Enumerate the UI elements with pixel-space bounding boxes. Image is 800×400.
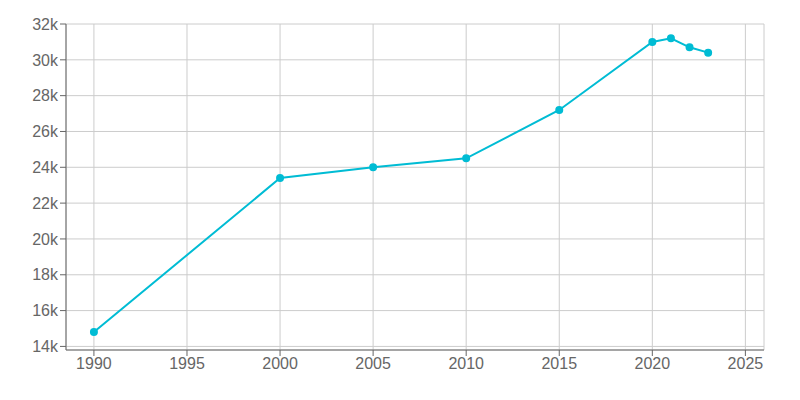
svg-text:28k: 28k [32, 87, 59, 104]
svg-text:22k: 22k [32, 195, 59, 212]
svg-text:1995: 1995 [169, 355, 205, 372]
svg-text:26k: 26k [32, 123, 59, 140]
svg-text:2010: 2010 [448, 355, 484, 372]
svg-text:32k: 32k [32, 16, 59, 33]
svg-text:30k: 30k [32, 52, 59, 69]
svg-text:2015: 2015 [541, 355, 577, 372]
svg-text:2000: 2000 [262, 355, 298, 372]
svg-text:20k: 20k [32, 231, 59, 248]
svg-text:16k: 16k [32, 302, 59, 319]
svg-text:24k: 24k [32, 159, 59, 176]
svg-text:2025: 2025 [728, 355, 764, 372]
svg-text:2005: 2005 [355, 355, 391, 372]
svg-text:14k: 14k [32, 338, 59, 355]
svg-text:1990: 1990 [76, 355, 112, 372]
svg-text:2020: 2020 [635, 355, 671, 372]
svg-text:18k: 18k [32, 266, 59, 283]
